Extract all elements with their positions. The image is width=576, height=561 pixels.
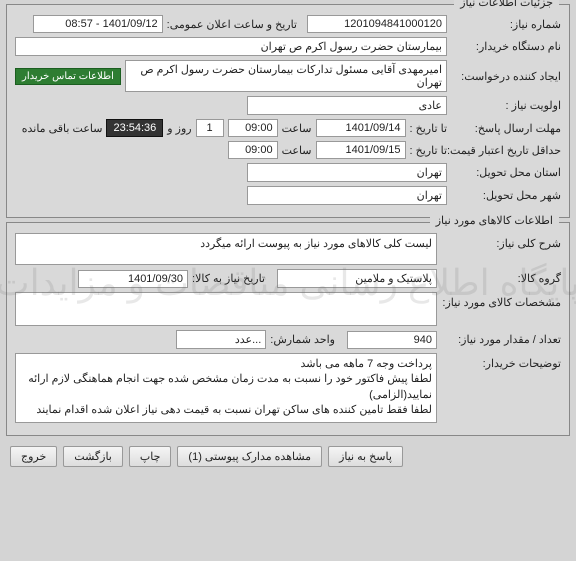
city-value: تهران <box>247 186 447 205</box>
spec-value <box>15 292 437 326</box>
to-date-label: تا تاریخ : <box>410 122 447 135</box>
buyer-org-label: نام دستگاه خریدار: <box>451 40 561 53</box>
creator-value: امیرمهدی آقایی مسئول تدارکات بیمارستان ح… <box>125 60 447 92</box>
qty-value: 940 <box>347 331 437 349</box>
creator-label: ایجاد کننده درخواست: <box>451 70 561 83</box>
need-number-value: 1201094841000120 <box>307 15 447 33</box>
deadline-label: مهلت ارسال پاسخ: <box>451 122 561 135</box>
desc-value: لیست کلی کالاهای مورد نیاز به پیوست ارائ… <box>15 233 437 265</box>
respond-button[interactable]: پاسخ به نیاز <box>328 446 403 467</box>
province-label: استان محل تحویل: <box>451 166 561 179</box>
deadline-date-value: 1401/09/14 <box>316 119 406 137</box>
price-validity-date-value: 1401/09/15 <box>316 141 406 159</box>
deadline-time-value: 09:00 <box>228 119 278 137</box>
city-label: شهر محل تحویل: <box>451 189 561 202</box>
days-remain-value: 1 <box>196 119 224 137</box>
announce-value: 1401/09/12 - 08:57 <box>33 15 163 33</box>
need-number-label: شماره نیاز: <box>451 18 561 31</box>
time-label-2: ساعت <box>282 144 312 157</box>
details-panel-title: جزئیات اطلاعات نیاز <box>454 0 559 9</box>
contact-button[interactable]: اطلاعات تماس خریدار <box>15 68 121 85</box>
unit-label: واحد شمارش: <box>270 333 335 346</box>
details-panel: جزئیات اطلاعات نیاز شماره نیاز: 12010948… <box>6 4 570 218</box>
time-remain-value: 23:54:36 <box>106 119 163 137</box>
attachments-button[interactable]: مشاهده مدارک پیوستی (1) <box>177 446 322 467</box>
group-label: گروه کالا: <box>441 272 561 285</box>
spec-label: مشخصات کالای مورد نیاز: <box>441 292 561 309</box>
time-label-1: ساعت <box>282 122 312 135</box>
priority-value: عادی <box>247 96 447 115</box>
unit-value: ...عدد <box>176 330 266 349</box>
announce-label: تاریخ و ساعت اعلان عمومی: <box>167 18 297 31</box>
time-remain-label: ساعت باقی مانده <box>22 122 103 135</box>
price-validity-time-value: 09:00 <box>228 141 278 159</box>
days-remain-label: روز و <box>167 122 191 135</box>
group-value: پلاستیک و ملامین <box>277 269 437 288</box>
buyer-notes-label: توضیحات خریدار: <box>441 353 561 370</box>
province-value: تهران <box>247 163 447 182</box>
need-date-value: 1401/09/30 <box>78 270 188 288</box>
price-validity-label: حداقل تاریخ اعتبار قیمت: <box>451 144 561 157</box>
return-button[interactable]: بازگشت <box>63 446 123 467</box>
print-button[interactable]: چاپ <box>129 446 172 467</box>
buyer-org-value: بیمارستان حضرت رسول اکرم ص تهران <box>15 37 447 56</box>
desc-label: شرح کلی نیاز: <box>441 233 561 250</box>
buyer-notes-value: پرداخت وجه 7 ماهه می باشد لطفا پیش فاکتو… <box>15 353 437 423</box>
to-date-label-2: تا تاریخ : <box>410 144 447 157</box>
exit-button[interactable]: خروج <box>10 446 57 467</box>
qty-label: تعداد / مقدار مورد نیاز: <box>441 333 561 346</box>
priority-label: اولویت نیاز : <box>451 99 561 112</box>
footer-buttons: خروج بازگشت چاپ مشاهده مدارک پیوستی (1) … <box>0 440 576 473</box>
goods-panel-title: اطلاعات کالاهای مورد نیاز <box>430 214 559 227</box>
need-date-label: تاریخ نیاز به کالا: <box>192 272 265 285</box>
goods-panel: اطلاعات کالاهای مورد نیاز شرح کلی نیاز: … <box>6 222 570 436</box>
